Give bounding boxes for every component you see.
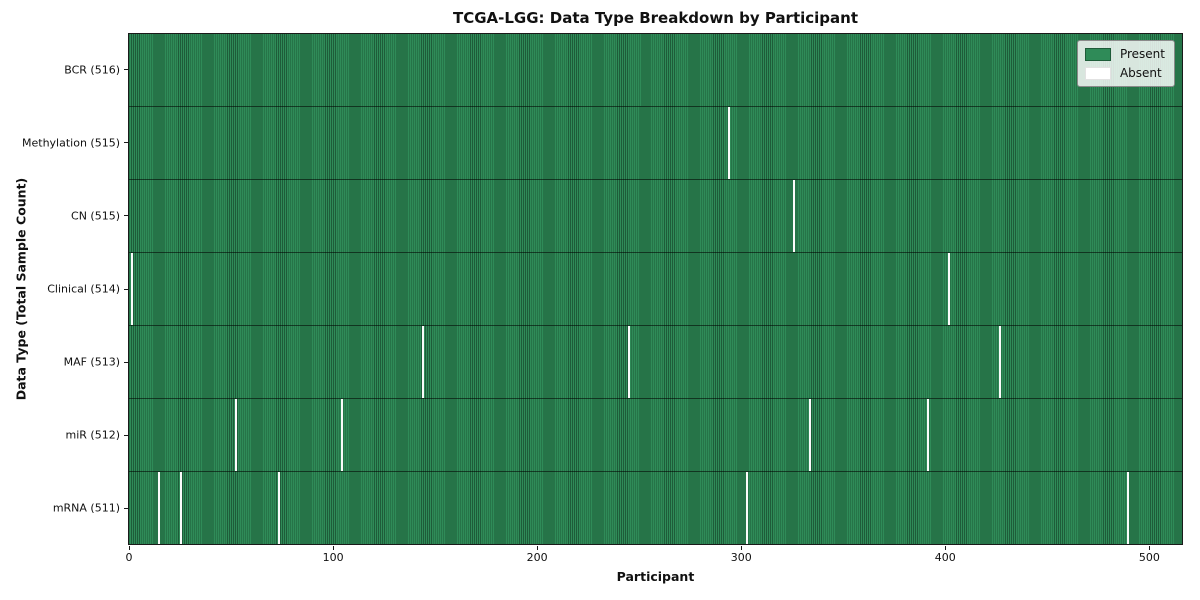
data-row-mrna: [129, 471, 1182, 544]
absent-gap: [179, 472, 182, 544]
absent-gap: [422, 326, 425, 398]
x-tick-label: 500: [1138, 551, 1160, 564]
x-tick-label: 200: [526, 551, 548, 564]
absent-gap: [727, 107, 730, 179]
x-tick-label: 400: [934, 551, 956, 564]
x-tick-label: 0: [125, 551, 133, 564]
y-tick-mark: [124, 434, 128, 436]
y-tick-mark: [124, 288, 128, 290]
absent-gap: [927, 399, 930, 471]
absent-gap: [234, 399, 237, 471]
x-tick-mark: [1149, 546, 1151, 550]
absent-gap: [157, 472, 160, 544]
data-row-clinical: [129, 252, 1182, 325]
x-tick-mark: [741, 546, 743, 550]
legend-swatch-absent: [1084, 66, 1111, 80]
data-row-maf: [129, 325, 1182, 398]
y-tick-label: miR (512): [65, 428, 121, 442]
legend-swatch-present: [1084, 47, 1111, 61]
y-tick-mark: [124, 69, 128, 71]
data-row-cn: [129, 179, 1182, 252]
y-tick-label: MAF (513): [63, 355, 120, 369]
data-row-mir: [129, 398, 1182, 471]
x-tick-mark: [129, 546, 131, 550]
y-tick-label: BCR (516): [64, 63, 120, 77]
x-tick-mark: [333, 546, 335, 550]
legend: Present Absent: [1076, 40, 1175, 87]
y-tick-label: CN (515): [71, 209, 120, 223]
absent-gap: [277, 472, 280, 544]
y-tick-mark: [124, 361, 128, 363]
x-axis-label: Participant: [616, 569, 695, 584]
absent-gap: [746, 472, 749, 544]
plot-area: Present Absent: [128, 33, 1183, 545]
x-tick-mark: [537, 546, 539, 550]
legend-item-absent: Absent: [1084, 66, 1165, 80]
absent-gap: [1127, 472, 1130, 544]
x-tick-label: 100: [322, 551, 344, 564]
y-tick-label: Clinical (514): [47, 282, 120, 296]
absent-gap: [628, 326, 631, 398]
y-tick-label: Methylation (515): [22, 136, 120, 150]
y-tick-mark: [124, 507, 128, 509]
absent-gap: [131, 253, 134, 325]
absent-gap: [947, 253, 950, 325]
chart-title: TCGA-LGG: Data Type Breakdown by Partici…: [452, 9, 859, 27]
legend-label: Absent: [1119, 66, 1162, 80]
absent-gap: [340, 399, 343, 471]
absent-gap: [809, 399, 812, 471]
x-tick-label: 300: [730, 551, 752, 564]
data-row-methylation: [129, 106, 1182, 179]
legend-label: Present: [1119, 47, 1165, 61]
legend-item-present: Present: [1084, 47, 1165, 61]
data-row-bcr: [129, 34, 1182, 106]
absent-gap: [998, 326, 1001, 398]
y-tick-mark: [124, 215, 128, 217]
absent-gap: [792, 180, 795, 252]
y-tick-label: mRNA (511): [52, 501, 120, 515]
x-tick-mark: [945, 546, 947, 550]
y-tick-mark: [124, 142, 128, 144]
